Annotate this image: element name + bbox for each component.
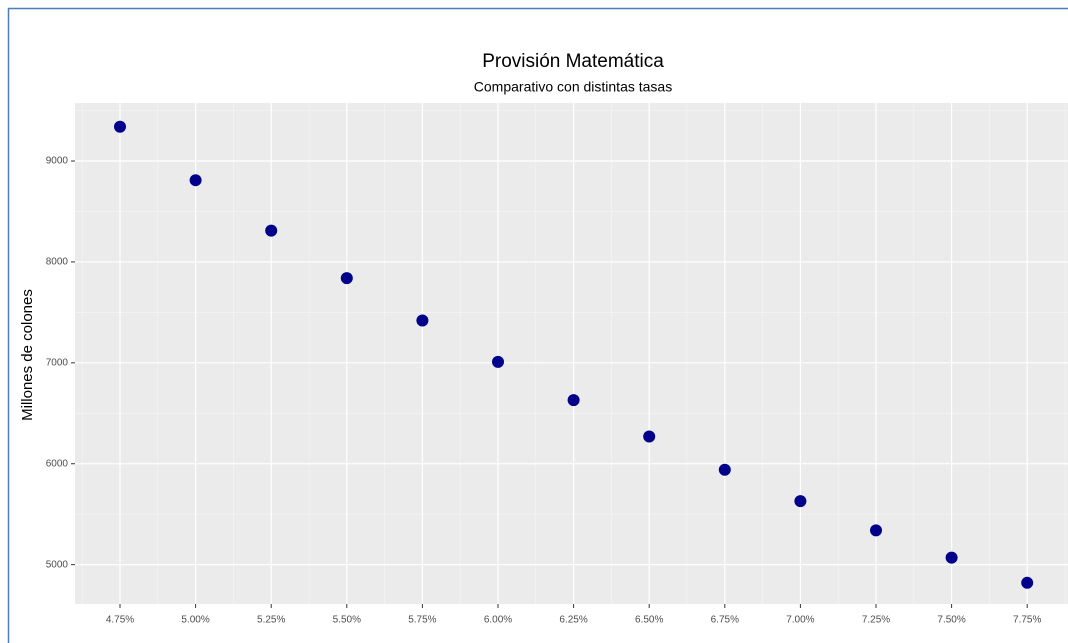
y-tick-label: 8000: [46, 257, 69, 268]
y-tick-label: 5000: [46, 559, 69, 570]
point: [643, 430, 656, 443]
y-tick-label: 7000: [46, 357, 69, 368]
x-tick-label: 7.00%: [786, 615, 814, 626]
x-tick-label: 4.75%: [106, 615, 134, 626]
point: [189, 174, 202, 187]
x-tick-label: 5.75%: [408, 615, 436, 626]
point: [1021, 576, 1034, 589]
x-tick-label: 6.25%: [559, 615, 587, 626]
y-axis-label: Millones de colones: [19, 289, 36, 421]
x-tick-label: 7.75%: [1013, 615, 1041, 626]
y-tick-label: 6000: [46, 458, 69, 469]
point: [416, 314, 429, 327]
chart-subtitle: Comparativo con distintas tasas: [474, 79, 672, 95]
y-tick-label: 9000: [46, 156, 69, 167]
panel: [75, 103, 1068, 604]
x-tick-label: 5.00%: [181, 615, 209, 626]
point: [340, 272, 353, 285]
point: [945, 551, 958, 564]
x-tick-label: 7.25%: [862, 615, 890, 626]
chart-title: Provisión Matemática: [482, 51, 664, 72]
x-tick-label: 6.75%: [711, 615, 739, 626]
point: [567, 394, 580, 407]
x-tick-label: 7.50%: [937, 615, 965, 626]
x-tick-label: 5.25%: [257, 615, 285, 626]
point: [870, 524, 882, 537]
point: [492, 355, 504, 368]
point: [794, 495, 807, 508]
x-tick-label: 6.00%: [484, 615, 512, 626]
point: [114, 120, 126, 133]
x-tick-label: 5.50%: [333, 615, 361, 626]
x-tick-label: 6.50%: [635, 615, 663, 626]
point: [718, 463, 731, 476]
frame: [7, 7, 1068, 643]
point: [265, 224, 278, 237]
